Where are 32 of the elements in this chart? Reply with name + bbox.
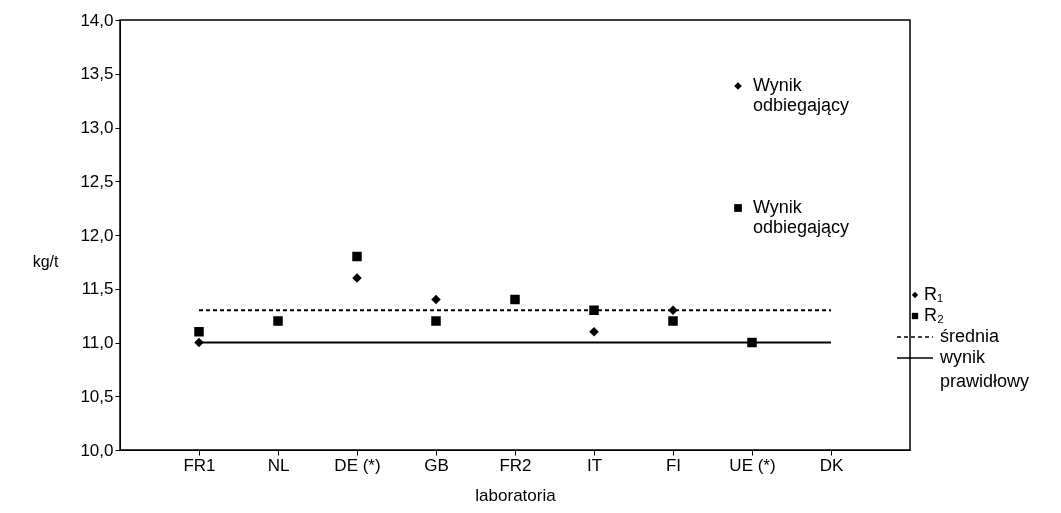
y-tick-label: 10,5 (80, 386, 114, 406)
point (668, 316, 678, 326)
y-tick-label: 11,5 (81, 279, 114, 299)
x-tick-label: DK (819, 455, 844, 475)
y-axis-title: kg/t (32, 252, 60, 270)
y-tick-label: 12,5 (80, 171, 114, 191)
legend-label: R₂ (924, 305, 944, 325)
x-tick-label: IT (586, 455, 603, 475)
x-tick-label: FI (665, 455, 682, 475)
x-tick-label: UE (*) (729, 455, 776, 475)
legend-label: R₁ (924, 284, 944, 304)
x-tick-label: FR2 (499, 455, 532, 475)
y-tick-label: 13,5 (80, 64, 114, 84)
point (431, 294, 441, 305)
legend-label: Wynik odbiegający (753, 197, 850, 237)
x-tick-label: FR1 (183, 455, 216, 475)
x-tick-label: NL (267, 455, 290, 475)
y-tick-label: 13,0 (80, 118, 114, 137)
y-tick-label: 11,0 (81, 333, 114, 352)
y-tick-label: 10,0 (80, 440, 114, 460)
point (431, 316, 441, 326)
legend-label: wynik prawidłowy (939, 347, 1030, 391)
point (352, 251, 362, 262)
point (194, 327, 204, 337)
legend-label: średnia (940, 326, 1001, 346)
y-tick-label: 12,0 (80, 225, 114, 245)
y-tick-label: 14,0 (80, 10, 114, 30)
point (194, 337, 204, 348)
x-tick-label: GB (424, 455, 449, 475)
legend-label: Wynik odbiegający (753, 75, 850, 115)
x-axis-title: laboratoria (475, 485, 557, 505)
x-tick-label: DE (*) (334, 455, 381, 475)
